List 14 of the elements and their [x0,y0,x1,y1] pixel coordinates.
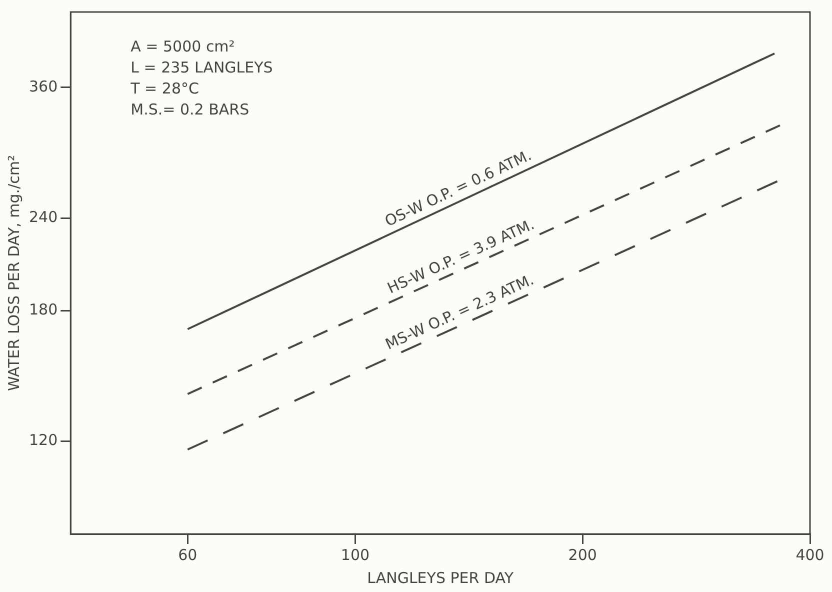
x-tick-label: 60 [178,546,198,564]
annotation: T = 28°C [130,79,199,98]
y-tick-label: 360 [28,77,58,96]
x-tick-label: 100 [340,546,370,564]
annotation: L = 235 LANGLEYS [130,58,273,76]
annotation: M.S.= 0.2 BARS [130,100,250,118]
y-tick-label: 180 [28,300,58,319]
y-axis-title: WATER LOSS PER DAY, mg./cm² [4,154,23,392]
y-tick-label: 240 [28,208,58,226]
annotation: A = 5000 cm² [130,37,235,56]
y-tick-label: 120 [28,431,58,450]
x-tick-label: 200 [568,546,597,564]
x-axis-title: LANGLEYS PER DAY [367,568,514,587]
x-tick-label: 400 [796,546,824,564]
